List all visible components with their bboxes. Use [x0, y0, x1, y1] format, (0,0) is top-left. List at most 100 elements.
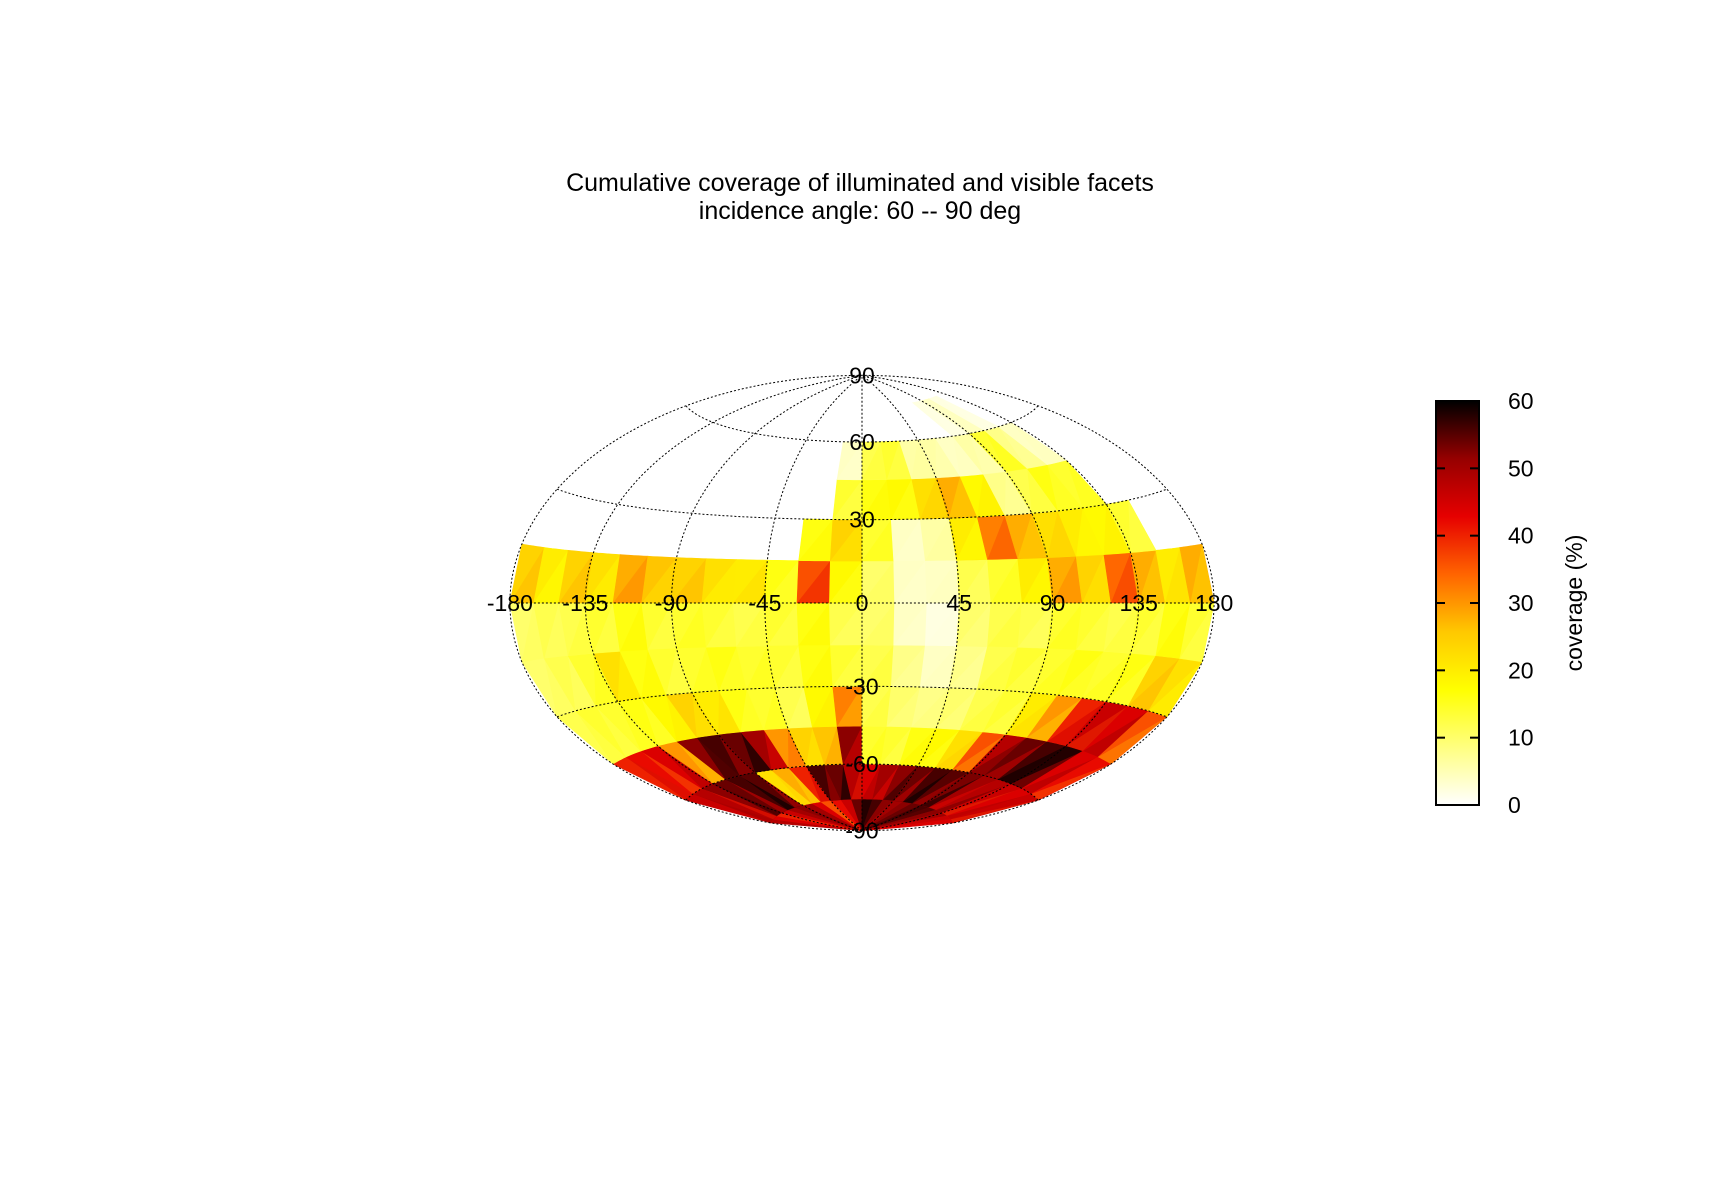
coverage-facet — [1190, 544, 1215, 603]
latitude-gridline — [556, 488, 1168, 521]
coverage-facet — [712, 783, 782, 816]
coverage-facet — [613, 556, 648, 603]
coverage-facet — [912, 772, 970, 806]
coverage-facet — [796, 560, 831, 603]
coverage-facet — [862, 479, 892, 520]
coverage-facet — [929, 398, 985, 434]
coverage-facet — [803, 645, 833, 688]
coverage-facet — [509, 547, 545, 603]
coverage-facet — [862, 645, 894, 687]
coverage-facet — [812, 686, 838, 728]
longitude-gridline — [584, 374, 863, 832]
coverage-facet — [1111, 552, 1139, 603]
coverage-facet — [1031, 764, 1111, 801]
coverage-facet — [771, 769, 812, 806]
coverage-facet — [719, 646, 747, 691]
coverage-facet — [692, 794, 774, 823]
coverage-facet — [893, 767, 936, 802]
coverage-cells — [509, 395, 1215, 831]
colorbar-label: coverage (%) — [1561, 535, 1587, 672]
coverage-facet — [558, 552, 594, 603]
coverage-facet — [1017, 513, 1048, 559]
latitude-tick-label: 90 — [849, 362, 875, 388]
latitude-tick-labels: 90 60 30 -30 -60 -90 — [845, 362, 878, 843]
coverage-facet — [1076, 603, 1111, 652]
coverage-facet — [585, 554, 621, 603]
coverage-facet — [921, 775, 985, 808]
coverage-facet — [740, 689, 764, 732]
coverage-facet — [767, 603, 799, 646]
coverage-facet — [593, 653, 618, 706]
coverage-facet — [620, 603, 648, 652]
coverage-facet — [832, 479, 862, 520]
coverage-facet — [886, 441, 912, 480]
coverage-facet — [1057, 651, 1104, 699]
chart-subtitle: incidence angle: 60 -- 90 deg — [699, 197, 1021, 225]
map-graticule — [509, 374, 1215, 832]
coverage-facet — [1082, 554, 1111, 603]
coverage-facet — [862, 603, 895, 646]
coverage-facet — [948, 646, 988, 690]
coverage-facet — [936, 783, 1012, 813]
longitude-tick-labels: -180 -135 -90 -45 0 45 90 135 180 — [487, 590, 1233, 616]
coverage-facet — [775, 645, 804, 688]
coverage-facet — [1155, 603, 1191, 659]
coverage-facet — [935, 731, 984, 770]
longitude-tick-label: 135 — [1119, 590, 1157, 616]
coverage-facet — [1130, 603, 1166, 656]
coverage-facet — [718, 690, 741, 735]
coverage-facet — [1031, 649, 1077, 696]
coverage-facet — [872, 764, 900, 800]
coverage-facet — [969, 433, 1006, 475]
chart-title: Cumulative coverage of illuminated and v… — [566, 169, 1154, 197]
coverage-facet — [893, 603, 928, 646]
coverage-facet — [990, 558, 1023, 603]
coverage-facet — [739, 775, 795, 810]
coverage-facet — [911, 439, 937, 479]
coverage-facet — [617, 651, 642, 702]
coverage-facet — [1103, 504, 1131, 555]
coverage-facet — [920, 645, 957, 688]
coverage-facet — [862, 441, 887, 480]
longitude-tick-label: 0 — [856, 590, 869, 616]
coverage-facet — [862, 686, 892, 727]
coverage-facet — [764, 560, 799, 603]
coverage-facet — [952, 734, 1006, 773]
coverage-facet — [830, 519, 862, 561]
coverage-facet — [806, 727, 825, 767]
coverage-facet — [736, 603, 768, 647]
coverage-facet — [840, 764, 852, 800]
coverage-facet — [899, 728, 937, 767]
coverage-facet — [763, 729, 789, 770]
coverage-facet — [1017, 603, 1053, 649]
coverage-facet — [521, 603, 545, 662]
coverage-facet — [798, 519, 833, 561]
coverage-facet — [568, 655, 596, 711]
coverage-facet — [1103, 603, 1139, 654]
coverage-facet — [952, 436, 984, 477]
latitude-tick-label: -90 — [845, 818, 878, 844]
longitude-tick-label: -135 — [562, 590, 608, 616]
coverage-facet — [787, 687, 813, 729]
latitude-tick-label: 60 — [849, 429, 875, 455]
coverage-facet — [1066, 705, 1129, 752]
coverage-facet — [948, 476, 978, 519]
coverage-facet — [1082, 653, 1131, 702]
coverage-facet — [942, 788, 1023, 816]
longitude-tick-label: -90 — [655, 590, 688, 616]
coverage-facet — [929, 779, 999, 810]
coverage-facet — [1005, 695, 1058, 738]
coverage-facet — [692, 647, 720, 693]
coverage-facet — [640, 751, 702, 795]
coverage-facet — [733, 560, 768, 603]
coverage-facet — [1011, 422, 1067, 465]
coverage-facet — [1138, 550, 1166, 603]
coverage-facet — [917, 729, 961, 768]
coverage-facet — [595, 705, 641, 758]
colorbar-ticks: 0 10 20 30 40 50 60 — [1436, 388, 1534, 818]
coverage-facet — [862, 726, 887, 765]
coverage-facet — [1004, 648, 1048, 693]
coverage-facet — [862, 764, 881, 800]
colorbar-tick-label: 0 — [1508, 792, 1521, 818]
